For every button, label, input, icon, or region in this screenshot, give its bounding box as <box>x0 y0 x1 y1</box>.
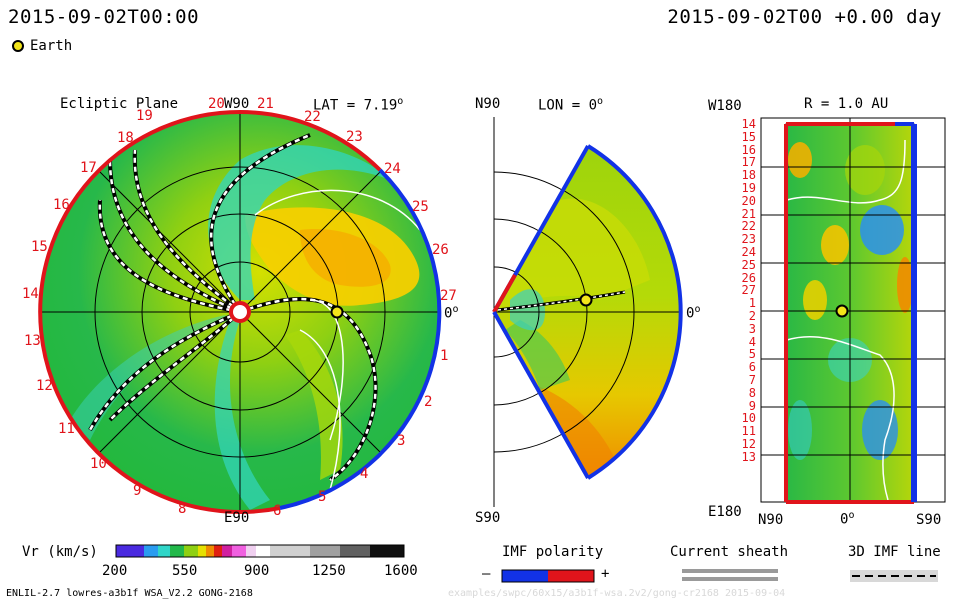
carrington-label: 17 <box>80 160 97 176</box>
radial-row-label: 26 <box>741 270 756 285</box>
sun-marker <box>229 301 251 323</box>
ecliptic-bottom-label: E90 <box>224 510 250 526</box>
radial-row-label: 8 <box>748 385 756 400</box>
imf-polarity-plus: + <box>601 566 610 582</box>
radial-row-label: 4 <box>748 334 756 349</box>
radial-row-label: 1 <box>748 296 756 311</box>
current-sheath-swatch <box>682 569 778 581</box>
radial-row-label: 7 <box>748 373 756 387</box>
radial-row-label: 9 <box>748 398 756 413</box>
radial-row-label: 21 <box>741 206 756 221</box>
radial-lat-s90: S90 <box>916 512 942 528</box>
carrington-label: 5 <box>318 489 327 505</box>
colorbar-tick: 900 <box>244 563 270 579</box>
meridional-plane-plot <box>492 117 683 507</box>
carrington-label: 12 <box>36 378 53 394</box>
radial-row-label: 6 <box>748 360 756 375</box>
current-sheath-label: Current sheath <box>670 544 789 560</box>
imf-polarity-bar <box>501 569 595 583</box>
carrington-label: 15 <box>31 239 48 255</box>
carrington-label: 26 <box>432 242 449 258</box>
radial-lat-0: 0o <box>840 510 855 528</box>
carrington-label: 22 <box>304 109 321 125</box>
radial-row-label: 15 <box>741 129 756 144</box>
radial-row-label: 5 <box>748 347 756 362</box>
radial-row-label: 14 <box>741 117 756 131</box>
earth-marker-radial <box>835 304 849 318</box>
carrington-label: 18 <box>117 130 134 146</box>
imf-line-label: 3D IMF line <box>848 544 941 560</box>
meridional-bottom-label: S90 <box>475 510 501 526</box>
carrington-label: 27 <box>440 288 457 304</box>
carrington-label: 21 <box>257 96 274 112</box>
datetime-right: 2015-09-02T00 +0.00 day <box>667 6 942 28</box>
radial-row-label: 11 <box>741 424 756 439</box>
carrington-label: 4 <box>360 466 369 482</box>
earth-marker-meridional <box>579 293 593 307</box>
radial-map-plot <box>760 117 946 504</box>
datetime-left: 2015-09-02T00:00 <box>8 6 200 28</box>
radial-top-label: W180 <box>708 98 742 114</box>
carrington-label: 11 <box>58 421 75 437</box>
carrington-label: 8 <box>178 501 187 517</box>
imf-polarity-label: IMF polarity <box>502 544 604 560</box>
colorbar-tick: 200 <box>102 563 128 579</box>
meridional-top-label: N90 <box>475 96 501 112</box>
carrington-label: 2 <box>424 394 433 410</box>
imf-line-swatch <box>850 570 938 582</box>
carrington-label: 6 <box>273 503 282 519</box>
radial-row-label: 19 <box>741 181 756 195</box>
carrington-label: 23 <box>346 129 363 145</box>
radial-row-label: 23 <box>741 232 756 247</box>
carrington-label: 16 <box>53 197 70 213</box>
radial-row-label: 20 <box>741 193 756 208</box>
radial-row-label: 2 <box>748 309 756 323</box>
radial-row-label: 3 <box>748 321 756 336</box>
carrington-label: 3 <box>397 433 406 449</box>
footer-model-info: ENLIL-2.7 lowres-a3b1f WSA_V2.2 GONG-216… <box>6 588 253 599</box>
carrington-label: 14 <box>22 286 39 302</box>
carrington-label: 1 <box>440 348 449 364</box>
radial-row-label: 24 <box>741 245 756 259</box>
colorbar-tick: 1600 <box>384 563 418 579</box>
earth-legend-icon <box>12 40 24 52</box>
earth-marker-ecliptic <box>330 305 344 319</box>
velocity-colorbar <box>115 544 405 558</box>
radial-bottom-label: E180 <box>708 504 742 520</box>
colorbar-title: Vr (km/s) <box>22 544 98 560</box>
radial-row-label: 13 <box>741 449 756 464</box>
footer-run-info: examples/swpc/60x15/a3b1f-wsa.2v2/gong-c… <box>448 588 786 599</box>
carrington-label: 13 <box>24 333 41 349</box>
radial-row-label: 22 <box>741 219 756 234</box>
carrington-label: 25 <box>412 199 429 215</box>
radial-row-label: 25 <box>741 257 756 272</box>
radial-row-label: 27 <box>741 283 756 298</box>
carrington-label: 20 <box>208 96 225 112</box>
radial-row-label: 18 <box>741 168 756 183</box>
colorbar-tick: 550 <box>172 563 198 579</box>
radial-row-label: 12 <box>741 437 756 451</box>
carrington-label: 19 <box>136 108 153 124</box>
earth-legend-label: Earth <box>30 38 73 54</box>
radial-row-label: 16 <box>741 142 756 157</box>
radial-lat-n90: N90 <box>758 512 784 528</box>
ecliptic-lat-label: LAT = 7.19o <box>313 96 404 114</box>
carrington-label: 9 <box>133 483 142 499</box>
ecliptic-top-label: W90 <box>224 96 250 112</box>
ecliptic-right-label: 0o <box>444 304 459 322</box>
radial-row-label: 10 <box>741 411 756 426</box>
imf-polarity-minus: – <box>482 566 491 582</box>
radial-row-label: 17 <box>741 155 756 170</box>
ecliptic-title: Ecliptic Plane <box>60 96 179 112</box>
meridional-lon-label: LON = 0o <box>538 96 604 114</box>
radial-r-label: R = 1.0 AU <box>804 96 889 112</box>
ecliptic-plane-plot <box>38 110 442 514</box>
colorbar-tick: 1250 <box>312 563 346 579</box>
carrington-label: 24 <box>384 161 401 177</box>
meridional-right-label: 0o <box>686 304 701 322</box>
carrington-label: 10 <box>90 456 107 472</box>
